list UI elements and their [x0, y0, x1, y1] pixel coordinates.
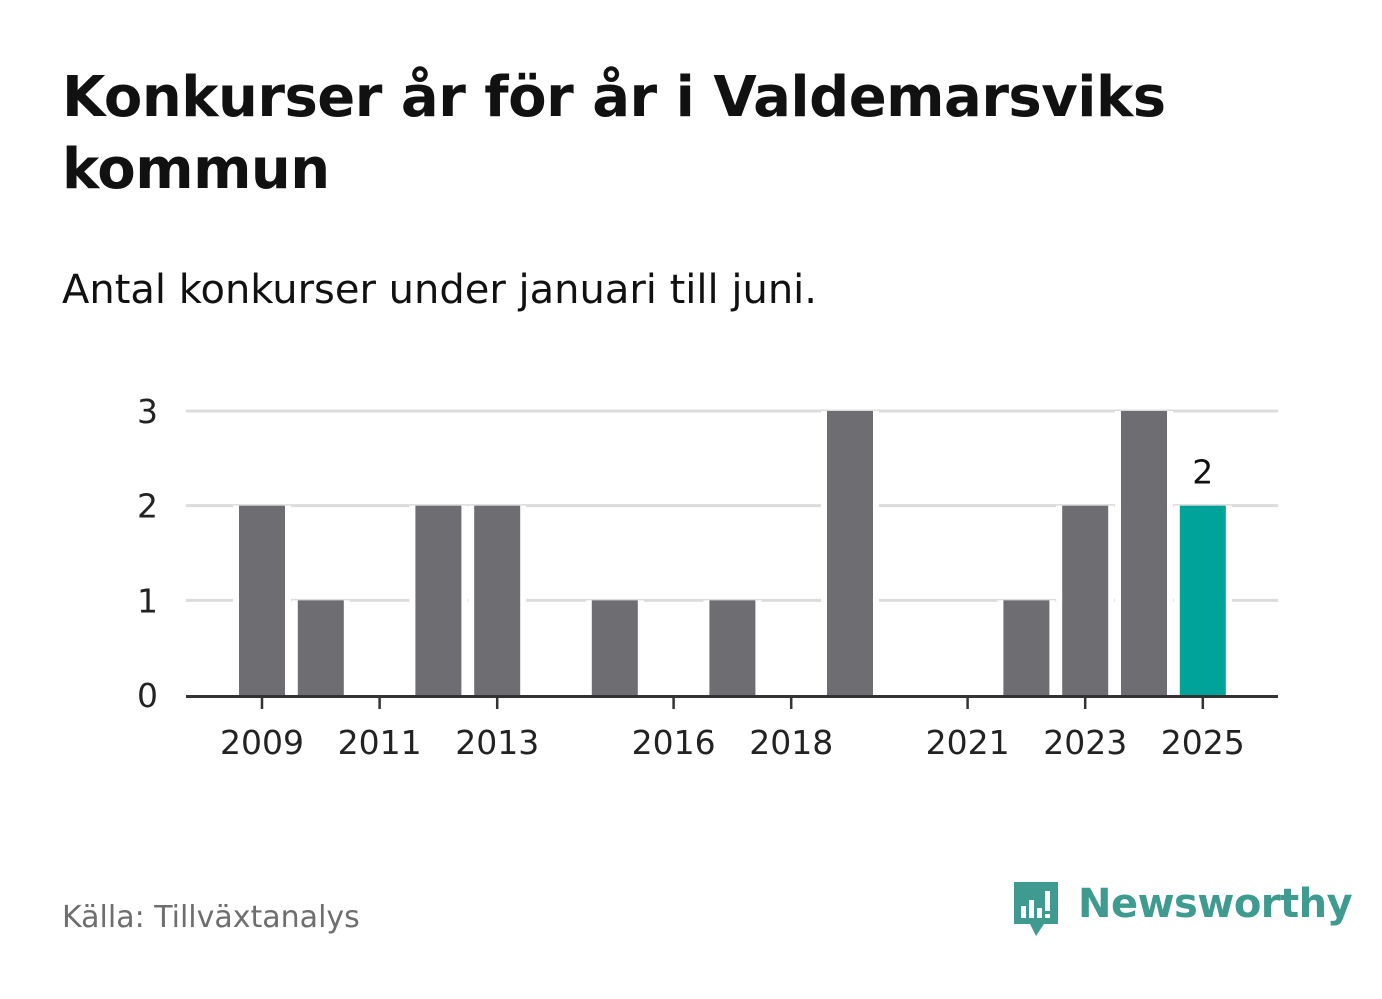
- source-note: Källa: Tillväxtanalys: [62, 900, 360, 935]
- bar-2023: [1062, 505, 1109, 695]
- x-tick-label: 2013: [455, 723, 539, 762]
- y-tick-label: 0: [137, 676, 158, 715]
- y-tick-label: 3: [137, 392, 158, 431]
- x-tick-label: 2018: [749, 723, 833, 762]
- bar-2009: [239, 505, 285, 695]
- bar-2019: [827, 411, 873, 695]
- x-tick-label: 2011: [338, 723, 422, 762]
- y-tick-label: 2: [137, 487, 158, 526]
- bar-2012: [415, 505, 462, 695]
- chart-subtitle: Antal konkurser under januari till juni.: [62, 267, 817, 313]
- bar-2024: [1121, 411, 1167, 695]
- axes: 0 1 2 3 2 2009 2011 2013 2016 2018 2021 2023 2025: [137, 392, 1278, 762]
- x-tick-label: 2025: [1161, 723, 1245, 762]
- bar-2010: [297, 600, 344, 695]
- bar-2013: [474, 505, 521, 695]
- x-tick-label: 2021: [926, 723, 1010, 762]
- newsworthy-logo-icon: [1014, 882, 1058, 936]
- x-tick-label: 2009: [220, 723, 304, 762]
- bars: [233, 411, 1232, 695]
- x-tick-label: 2016: [632, 723, 716, 762]
- bar-2015: [591, 600, 638, 695]
- bar-2022: [1003, 600, 1050, 695]
- y-tick-label: 1: [137, 581, 158, 620]
- brand-name: Newsworthy: [1078, 881, 1353, 927]
- bar-2017: [709, 600, 756, 695]
- data-label: 2: [1192, 453, 1213, 492]
- x-tick-label: 2023: [1043, 723, 1127, 762]
- bar-2025: [1179, 505, 1226, 695]
- brand-logo: Newsworthy: [1010, 878, 1353, 942]
- chart-title: Konkurser år för år i Valdemarsviks komm…: [62, 65, 1166, 202]
